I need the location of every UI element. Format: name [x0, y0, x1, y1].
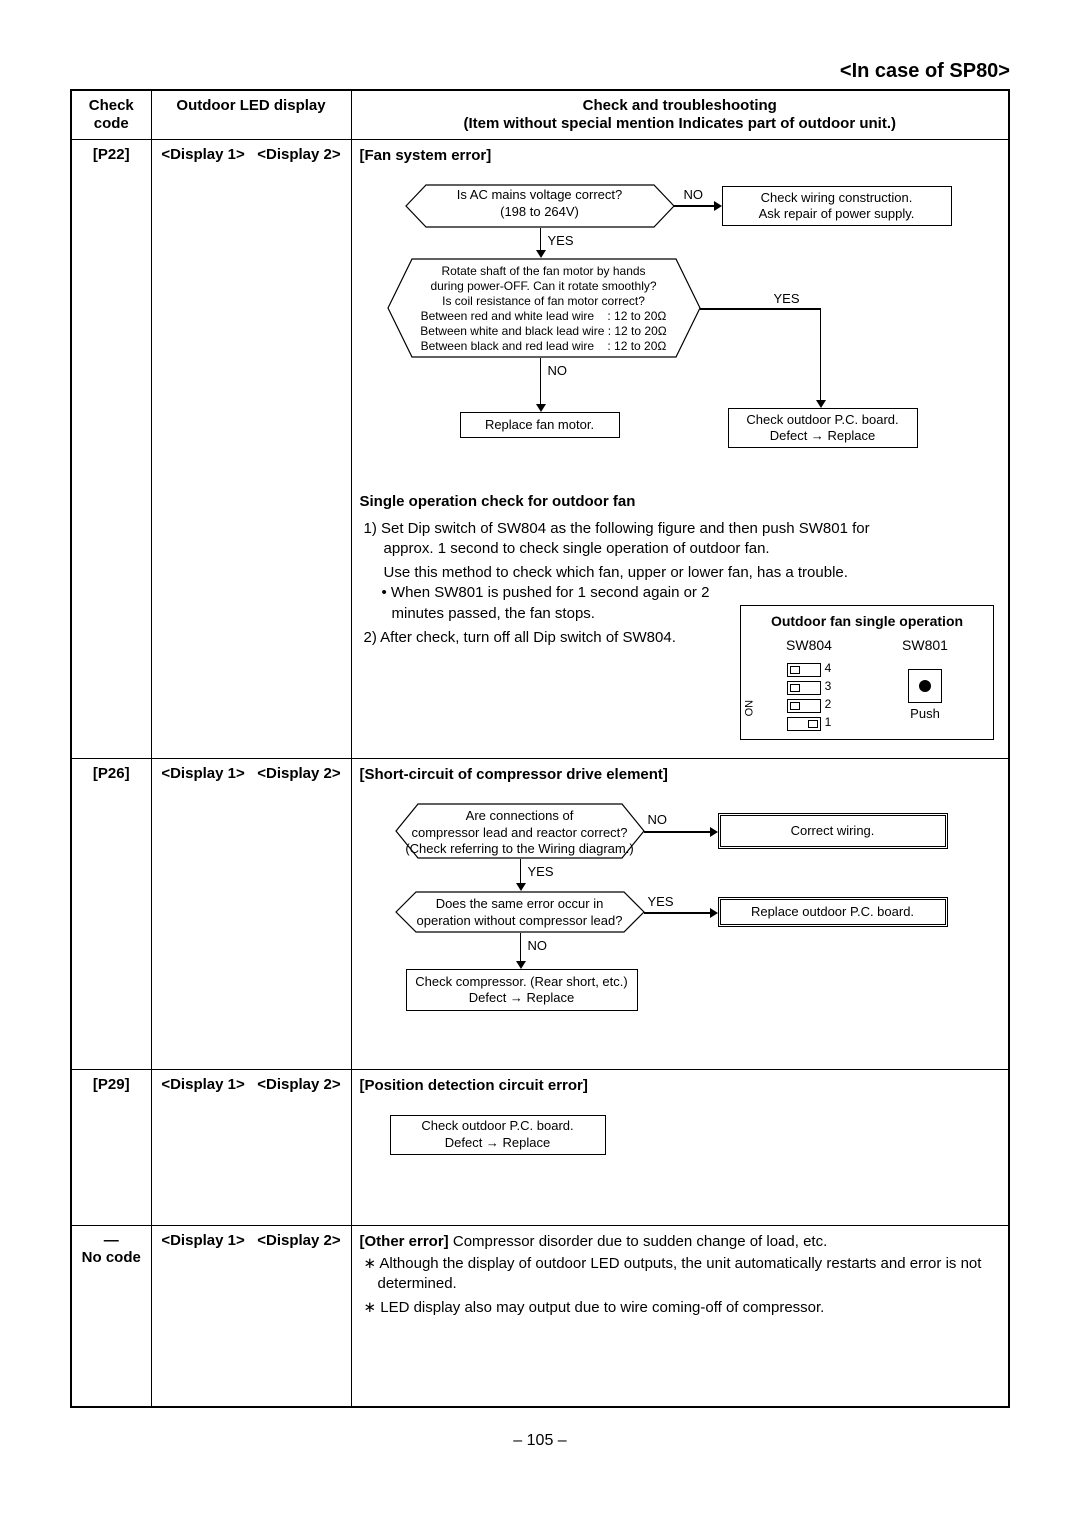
- p22-title: [Fan system error]: [360, 146, 1001, 166]
- p26-q2-l2: operation without compressor lead?: [417, 913, 623, 928]
- sw801-label: SW801: [902, 636, 948, 655]
- p22-q2-l6: Between black and red lead wire : 12 to …: [421, 339, 667, 353]
- p22-yes2: YES: [774, 290, 800, 308]
- code-p26: [P26]: [71, 759, 151, 1070]
- p22-a3-l1: Check outdoor P.C. board.: [746, 412, 898, 428]
- display2-label: <Display 2>: [257, 1076, 340, 1093]
- nocode-text1: Compressor disorder due to sudden change…: [453, 1233, 827, 1250]
- p22-no2: NO: [548, 362, 568, 380]
- content-nocode: [Other error] Compressor disorder due to…: [351, 1225, 1009, 1407]
- p22-subheading: Single operation check for outdoor fan: [360, 492, 1001, 512]
- display2-label: <Display 2>: [257, 765, 340, 782]
- p22-a2: Replace fan motor.: [485, 417, 594, 433]
- p26-yes2: YES: [648, 893, 674, 911]
- led-p26: <Display 1> <Display 2>: [151, 759, 351, 1070]
- table-row: — No code <Display 1> <Display 2> [Other…: [71, 1225, 1009, 1407]
- code-none: — No code: [71, 1225, 151, 1407]
- th-led: Outdoor LED display: [151, 90, 351, 140]
- p22-step2: 2) After check, turn off all Dip switch …: [364, 628, 684, 648]
- th-led-text: Outdoor LED display: [176, 97, 325, 114]
- p26-a2: Replace outdoor P.C. board.: [751, 904, 914, 920]
- push-label: Push: [910, 705, 940, 723]
- th-check-code-text: Check code: [89, 97, 134, 132]
- p22-no-label: NO: [684, 186, 704, 204]
- code-p29: [P29]: [71, 1070, 151, 1225]
- p22-step1b: Use this method to check which fan, uppe…: [360, 563, 900, 583]
- th-check-code: Check code: [71, 90, 151, 140]
- p22-q2-l5: Between white and black lead wire : 12 t…: [420, 324, 666, 338]
- p26-flowchart: Are connections of compressor lead and r…: [360, 803, 1001, 1063]
- p22-a1-l2: Ask repair of power supply.: [759, 206, 915, 222]
- p22-a1-l1: Check wiring construction.: [761, 190, 913, 206]
- p29-a1-l1: Check outdoor P.C. board.: [421, 1118, 573, 1134]
- page-header: <In case of SP80>: [70, 60, 1010, 83]
- p26-q1-l3: (Check referring to the Wiring diagram.): [405, 841, 633, 856]
- content-p26: [Short-circuit of compressor drive eleme…: [351, 759, 1009, 1070]
- th-trouble: Check and troubleshooting (Item without …: [351, 90, 1009, 140]
- dip-switch-sw804: 4 3 2 1: [787, 661, 832, 733]
- display1-label: <Display 1>: [161, 146, 244, 163]
- push-button-sw801: [908, 669, 942, 703]
- nocode-title: [Other error]: [360, 1233, 453, 1250]
- display1-label: <Display 1>: [161, 1232, 244, 1249]
- display2-label: <Display 2>: [257, 146, 340, 163]
- p26-no2: NO: [528, 937, 548, 955]
- p29-flowchart: Check outdoor P.C. board. Defect → Repla…: [360, 1115, 1001, 1205]
- p22-yes1: YES: [548, 232, 574, 250]
- led-p29: <Display 1> <Display 2>: [151, 1070, 351, 1225]
- p22-q2-l4: Between red and white lead wire : 12 to …: [421, 309, 667, 323]
- p22-flowchart: Is AC mains voltage correct? (198 to 264…: [360, 184, 1001, 464]
- th-trouble-sub: (Item without special mention Indicates …: [463, 115, 896, 132]
- trouble-table: Check code Outdoor LED display Check and…: [70, 89, 1010, 1408]
- code-p22: [P22]: [71, 140, 151, 759]
- p29-a1-l2: Defect → Replace: [445, 1135, 551, 1151]
- on-label: ON: [743, 700, 758, 717]
- p22-q2-l1: Rotate shaft of the fan motor by hands: [441, 264, 645, 278]
- display1-label: <Display 1>: [161, 765, 244, 782]
- led-nocode: <Display 1> <Display 2>: [151, 1225, 351, 1407]
- led-p22: <Display 1> <Display 2>: [151, 140, 351, 759]
- p26-q1-l1: Are connections of: [466, 808, 574, 823]
- th-trouble-text: Check and troubleshooting: [583, 97, 777, 114]
- p22-a3-l2: Defect → Replace: [770, 428, 876, 444]
- p26-a1: Correct wiring.: [791, 823, 875, 839]
- p22-q2-l3: Is coil resistance of fan motor correct?: [442, 294, 645, 308]
- p26-no1: NO: [648, 811, 668, 829]
- p26-yes1: YES: [528, 863, 554, 881]
- p22-bullet: • When SW801 is pushed for 1 second agai…: [382, 583, 722, 624]
- nocode-code: No code: [82, 1249, 141, 1266]
- display1-label: <Display 1>: [161, 1076, 244, 1093]
- p26-a3-l1: Check compressor. (Rear short, etc.): [415, 974, 627, 990]
- table-row: [P26] <Display 1> <Display 2> [Short-cir…: [71, 759, 1009, 1070]
- nocode-dash: —: [104, 1232, 119, 1249]
- p26-title: [Short-circuit of compressor drive eleme…: [360, 765, 1001, 785]
- p26-q1-l2: compressor lead and reactor correct?: [411, 825, 627, 840]
- p29-title: [Position detection circuit error]: [360, 1076, 1001, 1096]
- sw804-label: SW804: [786, 636, 832, 655]
- table-row: [P29] <Display 1> <Display 2> [Position …: [71, 1070, 1009, 1225]
- display2-label: <Display 2>: [257, 1232, 340, 1249]
- p22-q1-l1: Is AC mains voltage correct?: [457, 187, 622, 202]
- p22-step1a: 1) Set Dip switch of SW804 as the follow…: [364, 519, 924, 560]
- nocode-star1: ∗ Although the display of outdoor LED ou…: [364, 1254, 1001, 1295]
- sw-box-title: Outdoor fan single operation: [751, 612, 983, 631]
- content-p22: [Fan system error] Is AC mains voltage c…: [351, 140, 1009, 759]
- content-p29: [Position detection circuit error] Check…: [351, 1070, 1009, 1225]
- p26-a3-l2: Defect → Replace: [469, 990, 575, 1006]
- p22-q2-l2: during power-OFF. Can it rotate smoothly…: [430, 279, 656, 293]
- table-row: [P22] <Display 1> <Display 2> [Fan syste…: [71, 140, 1009, 759]
- page-number: – 105 –: [70, 1432, 1010, 1450]
- sw-operation-box: Outdoor fan single operation SW804 4 3 2…: [740, 605, 994, 741]
- p26-q2-l1: Does the same error occur in: [436, 896, 604, 911]
- p22-q1-l2: (198 to 264V): [500, 204, 579, 219]
- nocode-star2: ∗ LED display also may output due to wir…: [364, 1298, 1001, 1318]
